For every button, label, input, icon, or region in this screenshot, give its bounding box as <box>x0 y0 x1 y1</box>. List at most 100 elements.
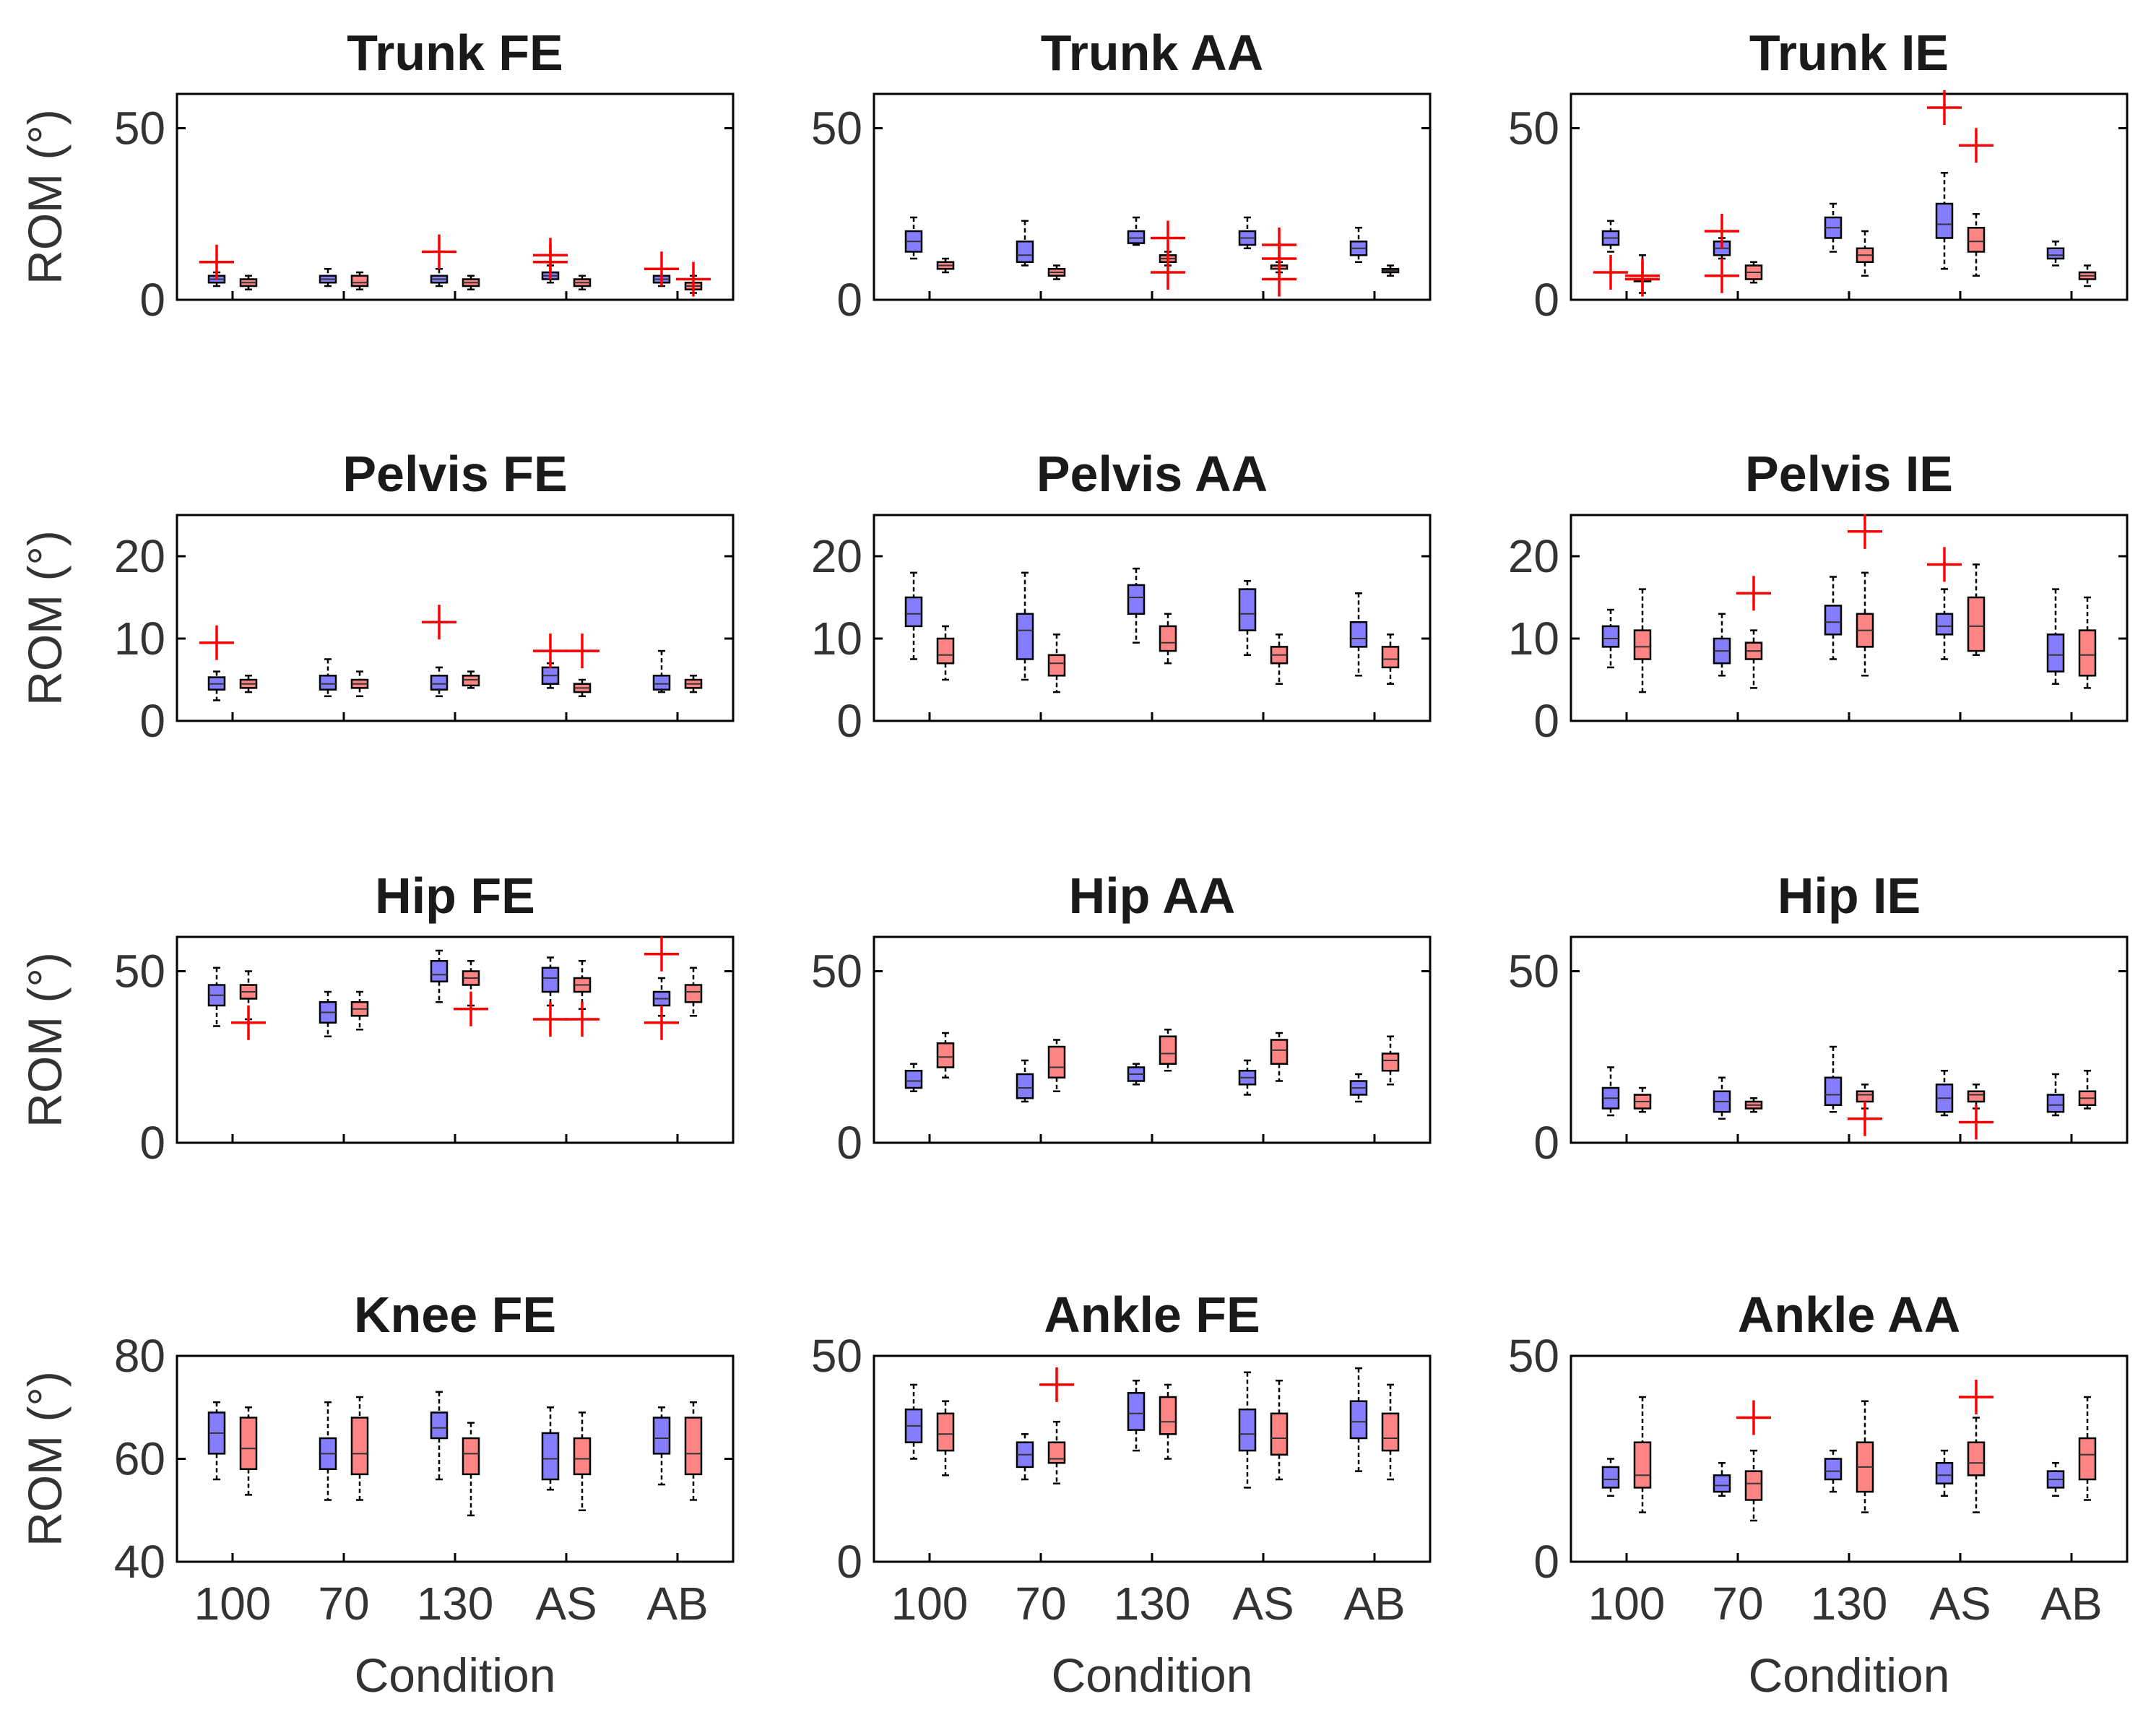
y-tick-label: 50 <box>811 1330 862 1382</box>
box <box>1127 1392 1146 1431</box>
box <box>1238 1408 1257 1452</box>
chart-title: Hip AA <box>1069 868 1236 924</box>
box <box>1381 1412 1400 1452</box>
box <box>541 1432 560 1481</box>
box <box>2078 629 2097 677</box>
y-tick-label: 0 <box>1533 1117 1559 1169</box>
y-tick-label: 0 <box>1533 1536 1559 1588</box>
y-tick-label: 0 <box>836 695 862 747</box>
x-tick-label: AS <box>1929 1578 1991 1630</box>
box <box>1270 1039 1289 1065</box>
plot-area <box>1570 935 2129 1144</box>
box <box>1016 1073 1034 1099</box>
box <box>1967 227 1986 253</box>
plot-area <box>176 514 735 722</box>
x-tick-label: 100 <box>1588 1578 1666 1630</box>
box <box>1744 1470 1763 1501</box>
box <box>904 596 923 628</box>
box <box>1047 1441 1066 1464</box>
chart-title: Pelvis IE <box>1745 446 1953 502</box>
y-tick-label: 50 <box>1508 1330 1559 1382</box>
x-axis-label: Condition <box>1749 1648 1950 1702</box>
x-tick-label: 100 <box>891 1578 969 1630</box>
box <box>684 1417 703 1476</box>
y-tick-label: 80 <box>114 1330 165 1382</box>
y-tick-label: 20 <box>1508 530 1559 582</box>
box <box>1381 1052 1400 1072</box>
chart-title: Hip IE <box>1778 868 1921 924</box>
chart-title: Knee FE <box>354 1287 556 1343</box>
y-tick-label: 40 <box>114 1536 165 1588</box>
x-tick-label: 130 <box>1811 1578 1888 1630</box>
plot-area <box>1570 1354 2129 1563</box>
box <box>1633 629 1652 660</box>
y-tick-label: 10 <box>811 613 862 665</box>
box <box>1967 596 1986 652</box>
y-tick-label: 10 <box>114 613 165 665</box>
plot-area <box>176 1354 735 1563</box>
box <box>1601 1466 1620 1489</box>
box <box>350 274 369 288</box>
box <box>1127 584 1146 615</box>
box <box>936 637 955 665</box>
y-tick-label: 0 <box>836 1117 862 1169</box>
chart-title: Pelvis AA <box>1036 446 1268 502</box>
box <box>1967 1441 1986 1477</box>
box <box>1016 613 1034 660</box>
y-tick-label: 0 <box>836 1536 862 1588</box>
box <box>652 675 671 691</box>
y-tick-label: 0 <box>1533 274 1559 326</box>
y-tick-label: 50 <box>114 946 165 998</box>
chart-title: Trunk FE <box>347 25 563 81</box>
box <box>430 675 449 691</box>
y-tick-label: 0 <box>139 274 165 326</box>
box <box>1238 588 1257 631</box>
y-tick-label: 0 <box>1533 695 1559 747</box>
y-axis-label: ROM (°) <box>18 1371 72 1547</box>
y-tick-label: 50 <box>114 103 165 155</box>
y-tick-label: 50 <box>811 946 862 998</box>
y-axis-label: ROM (°) <box>18 109 72 285</box>
x-axis-label: Condition <box>1052 1648 1253 1702</box>
plot-area <box>873 92 1432 301</box>
box <box>2046 247 2065 260</box>
box <box>1127 230 1146 244</box>
y-tick-label: 20 <box>114 530 165 582</box>
box <box>936 1412 955 1452</box>
box <box>936 1042 955 1068</box>
y-tick-label: 50 <box>1508 103 1559 155</box>
x-tick-label: AB <box>1343 1578 1405 1630</box>
chart-title: Trunk AA <box>1041 25 1264 81</box>
plot-area <box>1570 92 2129 301</box>
box <box>1047 1045 1066 1078</box>
y-tick-label: 50 <box>1508 946 1559 998</box>
y-tick-label: 10 <box>1508 613 1559 665</box>
x-tick-label: AS <box>535 1578 597 1630</box>
plot-area <box>873 514 1432 722</box>
plot-area <box>176 935 735 1144</box>
box <box>1856 1090 1874 1103</box>
box <box>541 967 560 993</box>
x-tick-label: 70 <box>1712 1578 1763 1630</box>
box <box>1824 1076 1843 1106</box>
x-tick-label: 70 <box>1015 1578 1066 1630</box>
x-tick-label: 130 <box>417 1578 494 1630</box>
y-tick-label: 20 <box>811 530 862 582</box>
box <box>462 1437 480 1476</box>
x-tick-label: 100 <box>194 1578 272 1630</box>
x-axis-label: Condition <box>355 1648 556 1702</box>
y-axis-label: ROM (°) <box>18 952 72 1128</box>
chart-title: Hip FE <box>375 868 535 924</box>
box <box>1270 1412 1289 1456</box>
box <box>430 1411 449 1440</box>
box <box>684 984 703 1003</box>
chart-title: Ankle FE <box>1044 1287 1260 1343</box>
box <box>1349 1400 1368 1440</box>
x-tick-label: AB <box>2040 1578 2102 1630</box>
y-tick-label: 50 <box>811 103 862 155</box>
box <box>1381 646 1400 669</box>
box <box>1159 1035 1177 1065</box>
plot-area <box>873 1354 1432 1563</box>
plot-area <box>873 935 1432 1144</box>
